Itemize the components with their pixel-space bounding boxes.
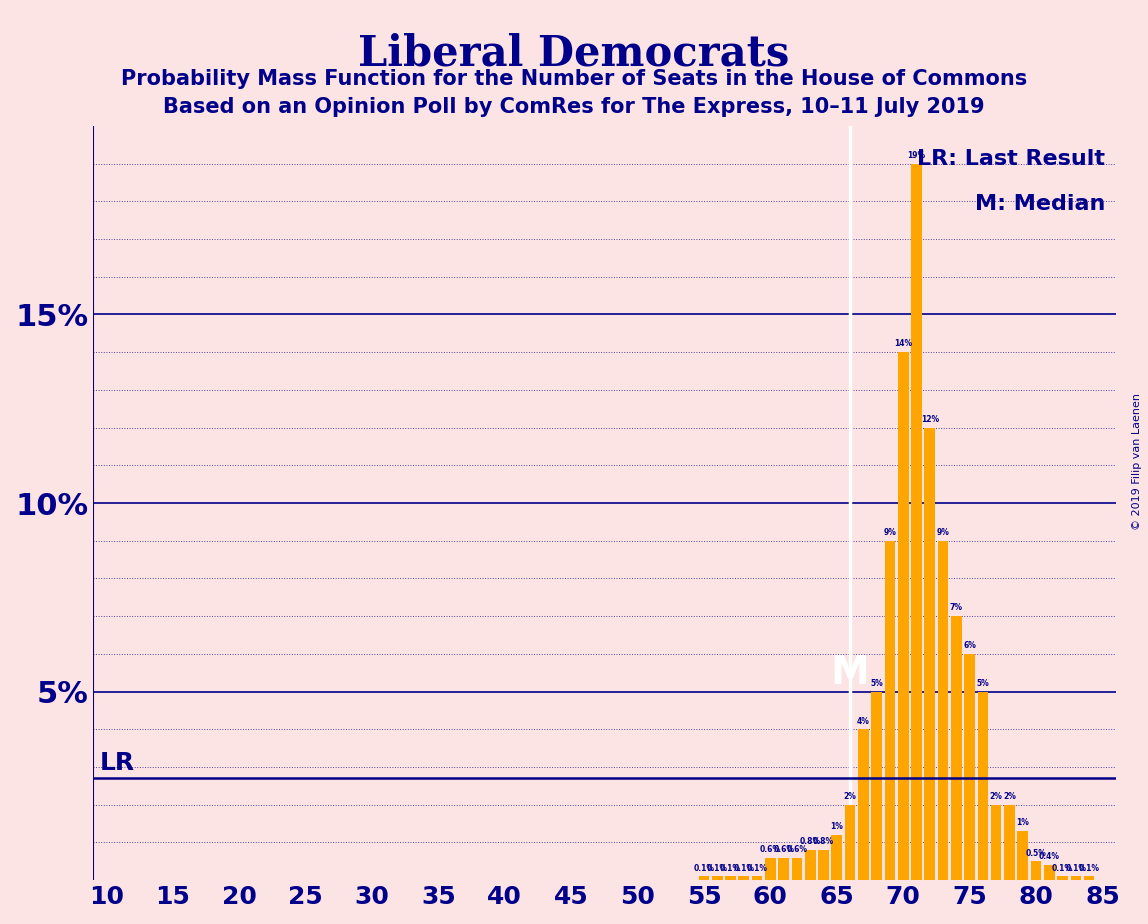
Text: 0.8%: 0.8% — [813, 837, 835, 846]
Text: 7%: 7% — [949, 603, 963, 613]
Text: 5%: 5% — [870, 679, 883, 687]
Text: 0.1%: 0.1% — [707, 864, 728, 872]
Bar — [978, 691, 988, 881]
Text: 2%: 2% — [1003, 792, 1016, 801]
Text: 19%: 19% — [907, 151, 925, 160]
Bar — [831, 835, 843, 881]
Text: 0.8%: 0.8% — [800, 837, 821, 846]
Bar — [991, 805, 1001, 881]
Bar — [1004, 805, 1015, 881]
Text: 1%: 1% — [1016, 819, 1029, 827]
Text: 0.5%: 0.5% — [1025, 848, 1047, 857]
Text: 0.1%: 0.1% — [1052, 864, 1073, 872]
Text: 0.6%: 0.6% — [760, 845, 781, 854]
Bar — [1071, 876, 1081, 881]
Bar — [964, 654, 975, 881]
Bar — [938, 541, 948, 881]
Bar — [845, 805, 855, 881]
Text: © 2019 Filip van Laenen: © 2019 Filip van Laenen — [1132, 394, 1142, 530]
Text: 0.1%: 0.1% — [1079, 864, 1100, 872]
Text: 5%: 5% — [977, 679, 990, 687]
Text: 0.1%: 0.1% — [720, 864, 740, 872]
Text: Liberal Democrats: Liberal Democrats — [358, 32, 790, 74]
Text: M: Median: M: Median — [975, 194, 1106, 213]
Bar — [858, 729, 869, 881]
Text: 2%: 2% — [990, 792, 1002, 801]
Bar — [912, 164, 922, 881]
Bar — [752, 876, 762, 881]
Bar — [792, 857, 802, 881]
Text: 1%: 1% — [830, 822, 844, 831]
Bar — [924, 428, 936, 881]
Bar — [898, 352, 908, 881]
Text: 12%: 12% — [921, 415, 939, 424]
Bar — [819, 850, 829, 881]
Bar — [1017, 831, 1029, 881]
Bar — [871, 691, 882, 881]
Bar — [699, 876, 709, 881]
Bar — [765, 857, 776, 881]
Bar — [1044, 865, 1055, 881]
Bar — [1031, 861, 1041, 881]
Text: M: M — [831, 653, 869, 692]
Bar — [951, 616, 962, 881]
Text: 0.1%: 0.1% — [1065, 864, 1086, 872]
Text: 0.1%: 0.1% — [734, 864, 754, 872]
Bar — [778, 857, 789, 881]
Text: Based on an Opinion Poll by ComRes for The Express, 10–11 July 2019: Based on an Opinion Poll by ComRes for T… — [163, 97, 985, 117]
Text: 14%: 14% — [894, 339, 913, 348]
Text: 4%: 4% — [856, 716, 870, 725]
Text: 2%: 2% — [844, 792, 856, 801]
Text: LR: Last Result: LR: Last Result — [917, 149, 1106, 168]
Bar — [712, 876, 722, 881]
Text: 0.1%: 0.1% — [693, 864, 714, 872]
Text: 9%: 9% — [937, 528, 949, 537]
Text: 0.4%: 0.4% — [1039, 852, 1060, 861]
Text: 6%: 6% — [963, 641, 976, 650]
Text: 0.1%: 0.1% — [746, 864, 768, 872]
Text: LR: LR — [100, 750, 134, 774]
Text: 0.6%: 0.6% — [786, 845, 807, 854]
Bar — [885, 541, 895, 881]
Bar — [1057, 876, 1068, 881]
Text: 0.6%: 0.6% — [773, 845, 794, 854]
Bar — [1084, 876, 1094, 881]
Bar — [726, 876, 736, 881]
Text: 9%: 9% — [884, 528, 897, 537]
Bar — [805, 850, 815, 881]
Text: Probability Mass Function for the Number of Seats in the House of Commons: Probability Mass Function for the Number… — [121, 69, 1027, 90]
Bar — [738, 876, 750, 881]
